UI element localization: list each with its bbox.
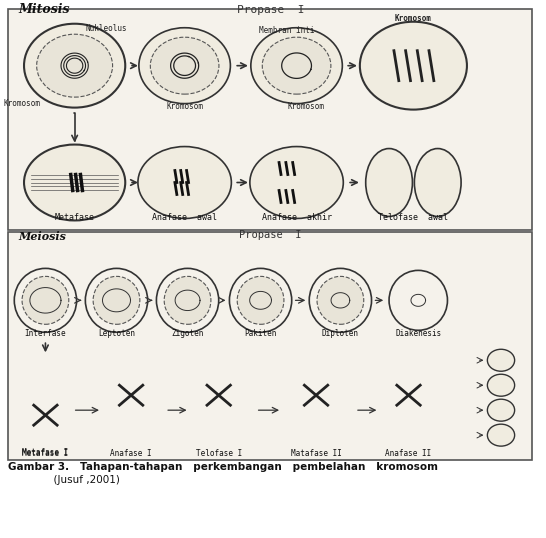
- Ellipse shape: [24, 145, 125, 221]
- Text: Nukleolus: Nukleolus: [86, 24, 128, 33]
- Ellipse shape: [317, 277, 364, 324]
- Text: Kromosom: Kromosom: [395, 14, 432, 23]
- Ellipse shape: [37, 34, 112, 97]
- Ellipse shape: [237, 277, 284, 324]
- Text: Interfase: Interfase: [25, 329, 66, 338]
- Ellipse shape: [414, 148, 461, 216]
- Text: Telofase  awal: Telofase awal: [378, 214, 448, 222]
- Ellipse shape: [139, 28, 230, 104]
- FancyBboxPatch shape: [8, 9, 532, 230]
- Text: Diakenesis: Diakenesis: [395, 329, 441, 338]
- Text: Metafase: Metafase: [55, 214, 94, 222]
- Text: Anafase  awal: Anafase awal: [152, 214, 217, 222]
- Text: Anafase I: Anafase I: [110, 449, 152, 458]
- Text: Anafase II: Anafase II: [385, 449, 432, 458]
- Ellipse shape: [156, 268, 219, 332]
- Ellipse shape: [85, 268, 147, 332]
- Text: Matafase II: Matafase II: [290, 449, 341, 458]
- Text: Mitosis: Mitosis: [18, 3, 70, 16]
- FancyBboxPatch shape: [8, 232, 532, 460]
- Ellipse shape: [488, 399, 515, 421]
- Ellipse shape: [250, 146, 343, 218]
- Ellipse shape: [262, 37, 331, 94]
- Text: Membran inti: Membran inti: [259, 26, 314, 35]
- Text: Kromosom: Kromosom: [4, 98, 40, 108]
- Text: Gambar 3.   Tahapan-tahapan   perkembangan   pembelahan   kromosom: Gambar 3. Tahapan-tahapan perkembangan p…: [8, 462, 438, 472]
- Text: Propase  I: Propase I: [239, 230, 301, 240]
- Ellipse shape: [150, 37, 219, 94]
- Ellipse shape: [488, 374, 515, 396]
- Text: Zigoten: Zigoten: [171, 329, 204, 338]
- Text: Pakiten: Pakiten: [245, 329, 277, 338]
- Ellipse shape: [366, 148, 412, 216]
- Text: Diploten: Diploten: [322, 329, 359, 338]
- Text: Kromosom: Kromosom: [166, 102, 203, 111]
- Text: Propase  I: Propase I: [236, 5, 304, 15]
- Ellipse shape: [24, 24, 125, 108]
- Ellipse shape: [488, 424, 515, 446]
- Ellipse shape: [389, 271, 448, 330]
- Text: Anafase  akhir: Anafase akhir: [262, 214, 331, 222]
- Text: Leptoten: Leptoten: [98, 329, 135, 338]
- Ellipse shape: [251, 28, 342, 104]
- Text: Metafase I: Metafase I: [22, 448, 69, 457]
- Ellipse shape: [22, 277, 69, 324]
- Ellipse shape: [360, 22, 467, 110]
- Text: Kromosom: Kromosom: [288, 102, 325, 111]
- Text: Telofase I: Telofase I: [195, 449, 242, 458]
- Ellipse shape: [138, 146, 232, 218]
- Ellipse shape: [164, 277, 211, 324]
- Text: Meiosis: Meiosis: [18, 231, 66, 243]
- Ellipse shape: [488, 349, 515, 371]
- Ellipse shape: [93, 277, 140, 324]
- Text: (Jusuf ,2001): (Jusuf ,2001): [8, 475, 120, 485]
- Text: Metafase I: Metafase I: [22, 449, 69, 458]
- Ellipse shape: [309, 268, 371, 332]
- Ellipse shape: [14, 268, 76, 332]
- Ellipse shape: [229, 268, 292, 332]
